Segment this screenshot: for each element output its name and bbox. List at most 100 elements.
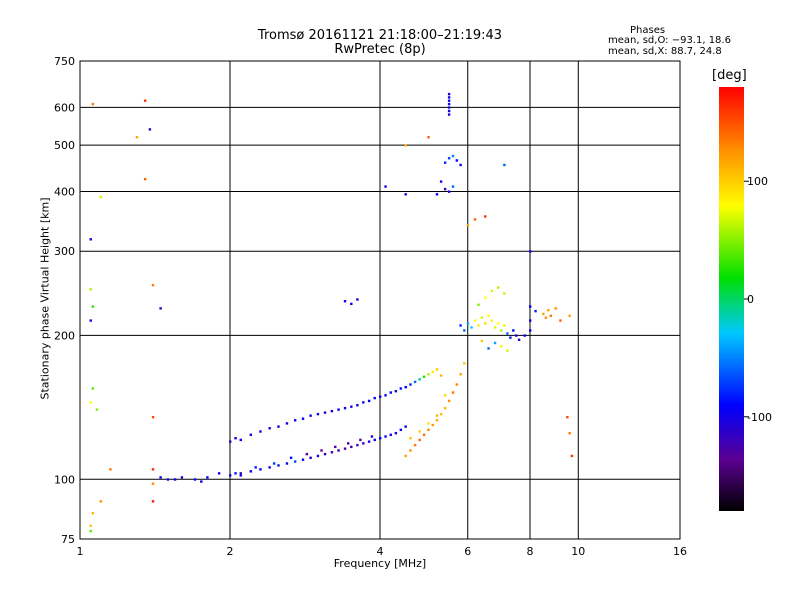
data-point bbox=[143, 99, 147, 102]
data-point bbox=[404, 193, 407, 196]
data-point bbox=[151, 482, 155, 485]
data-point bbox=[206, 476, 209, 479]
y-axis-label: Stationary phase Virtual Height [km] bbox=[38, 197, 52, 400]
grid-lines bbox=[80, 61, 680, 539]
data-point bbox=[500, 329, 503, 332]
data-point bbox=[473, 319, 477, 322]
data-point bbox=[570, 454, 574, 458]
data-point bbox=[254, 466, 257, 469]
y-axis-ticks: 75 100 200 300 400 500 600 750 bbox=[54, 55, 75, 546]
data-point bbox=[384, 185, 387, 188]
data-point bbox=[443, 187, 447, 191]
data-point bbox=[109, 468, 112, 471]
data-point bbox=[356, 404, 359, 407]
data-point bbox=[89, 288, 92, 291]
data-point bbox=[466, 322, 470, 325]
data-point bbox=[409, 436, 412, 440]
data-point bbox=[427, 373, 430, 376]
data-point bbox=[470, 326, 473, 329]
data-point bbox=[484, 296, 487, 299]
data-point bbox=[367, 440, 371, 443]
data-point bbox=[418, 430, 421, 433]
y-tick-label: 200 bbox=[54, 329, 75, 342]
data-point bbox=[435, 193, 439, 196]
data-point bbox=[285, 422, 289, 425]
data-point bbox=[447, 109, 451, 113]
data-point bbox=[379, 436, 382, 440]
data-point bbox=[439, 412, 443, 416]
data-point bbox=[523, 334, 526, 337]
data-point bbox=[566, 415, 569, 419]
data-point bbox=[379, 395, 382, 398]
data-point bbox=[404, 385, 407, 389]
data-point bbox=[159, 476, 162, 479]
data-point bbox=[151, 468, 155, 471]
data-point bbox=[506, 332, 509, 335]
data-point bbox=[447, 106, 451, 109]
data-point bbox=[484, 215, 487, 218]
data-point bbox=[422, 433, 426, 437]
data-point bbox=[447, 102, 451, 106]
data-point bbox=[534, 309, 537, 313]
data-point bbox=[373, 396, 376, 400]
data-point bbox=[493, 326, 497, 329]
data-point bbox=[259, 468, 262, 471]
y-tick-label: 600 bbox=[54, 101, 75, 114]
data-point bbox=[568, 431, 571, 435]
data-point bbox=[239, 472, 242, 475]
data-point bbox=[427, 422, 430, 425]
data-point bbox=[399, 428, 403, 432]
data-point bbox=[272, 462, 276, 465]
data-point bbox=[490, 289, 494, 293]
data-point bbox=[447, 92, 451, 96]
colorbar-ticks: 100 0 -100 bbox=[744, 175, 772, 424]
data-point bbox=[512, 329, 515, 332]
data-point bbox=[249, 470, 253, 473]
data-point bbox=[259, 430, 262, 433]
data-point bbox=[370, 435, 374, 438]
data-point bbox=[301, 417, 305, 420]
data-point bbox=[309, 414, 312, 417]
stats-x-mode: mean, sd,X: 88.7, 24.8 bbox=[608, 46, 722, 57]
data-point bbox=[91, 305, 95, 308]
data-point bbox=[431, 370, 434, 373]
data-point bbox=[484, 322, 487, 325]
y-tick-label: 300 bbox=[54, 245, 75, 258]
data-point bbox=[529, 305, 532, 308]
plot-frame bbox=[79, 60, 681, 540]
data-point bbox=[477, 324, 480, 327]
data-point bbox=[480, 316, 484, 319]
data-point bbox=[91, 387, 95, 390]
data-point bbox=[151, 415, 155, 419]
y-tick-label: 500 bbox=[54, 139, 75, 152]
data-point bbox=[89, 238, 92, 241]
data-point bbox=[337, 408, 340, 411]
data-point bbox=[389, 433, 392, 437]
data-point bbox=[487, 347, 490, 350]
data-point bbox=[503, 163, 506, 167]
x-tick-label: 2 bbox=[227, 545, 234, 558]
data-point bbox=[547, 309, 550, 312]
data-point bbox=[463, 362, 466, 365]
data-point bbox=[91, 512, 95, 515]
data-point bbox=[447, 99, 451, 102]
data-point bbox=[323, 452, 327, 456]
data-point bbox=[487, 314, 490, 318]
data-point bbox=[455, 159, 459, 162]
data-point bbox=[466, 224, 470, 227]
data-point bbox=[418, 438, 421, 442]
data-point bbox=[334, 445, 337, 449]
data-point bbox=[268, 427, 271, 430]
data-point bbox=[509, 336, 512, 339]
data-point bbox=[451, 185, 455, 188]
data-point bbox=[503, 324, 506, 327]
data-point bbox=[515, 334, 518, 337]
data-point bbox=[459, 163, 462, 167]
data-point bbox=[330, 409, 334, 413]
data-point bbox=[496, 322, 500, 325]
stats-o-mode: mean, sd,O: −93.1, 18.6 bbox=[608, 35, 731, 46]
data-point bbox=[367, 399, 371, 403]
data-point bbox=[217, 472, 221, 475]
data-point bbox=[409, 383, 412, 386]
